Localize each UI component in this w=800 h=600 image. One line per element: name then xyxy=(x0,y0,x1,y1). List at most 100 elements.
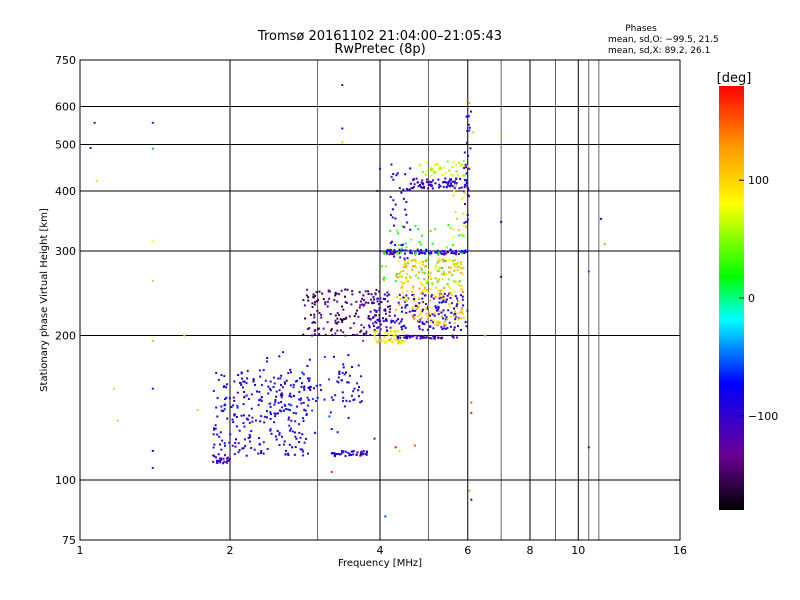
echo-point xyxy=(242,403,245,406)
echo-point xyxy=(384,308,387,311)
echo-point xyxy=(243,391,245,393)
echo-point xyxy=(151,466,154,469)
echo-point xyxy=(337,321,340,324)
echo-point xyxy=(423,272,426,275)
echo-point xyxy=(427,269,430,271)
echo-point xyxy=(455,217,458,220)
echo-point xyxy=(412,318,415,321)
echo-point xyxy=(231,444,234,447)
echo-point xyxy=(362,450,365,453)
echo-point xyxy=(465,325,468,328)
echo-point xyxy=(406,221,409,224)
echo-point xyxy=(266,416,268,419)
echo-point xyxy=(400,287,403,290)
echo-point xyxy=(378,307,381,310)
echo-point xyxy=(421,297,424,300)
echo-point xyxy=(375,310,378,312)
echo-point xyxy=(392,335,395,338)
echo-point xyxy=(587,270,590,273)
echo-point xyxy=(368,317,371,320)
echo-point xyxy=(458,280,461,283)
echo-point xyxy=(311,398,314,400)
echo-point xyxy=(328,290,331,293)
echo-point xyxy=(287,372,290,375)
echo-point xyxy=(433,164,436,167)
echo-point xyxy=(151,339,154,342)
echo-point xyxy=(468,195,471,198)
echo-point xyxy=(377,303,380,306)
echo-point xyxy=(334,332,337,335)
echo-point xyxy=(413,264,416,267)
echo-point xyxy=(423,284,426,287)
echo-point xyxy=(337,453,340,455)
echo-point xyxy=(417,185,420,188)
echo-point xyxy=(424,265,427,268)
echo-point xyxy=(302,401,305,404)
echo-point xyxy=(418,241,421,243)
echo-point xyxy=(288,409,291,411)
echo-point xyxy=(332,452,335,455)
echo-point xyxy=(317,327,319,330)
echo-point xyxy=(225,386,228,389)
echo-point xyxy=(437,253,440,256)
echo-point xyxy=(451,174,454,177)
echo-point xyxy=(468,102,471,105)
echo-point xyxy=(357,389,360,392)
echo-point xyxy=(429,275,432,278)
echo-point xyxy=(396,337,399,340)
echo-point xyxy=(388,250,391,253)
echo-point xyxy=(441,273,444,276)
echo-point xyxy=(373,334,376,336)
echo-point xyxy=(374,320,377,323)
echo-point xyxy=(426,161,429,164)
echo-point xyxy=(446,183,449,186)
echo-point xyxy=(362,304,365,307)
echo-point xyxy=(405,213,408,216)
echo-point xyxy=(292,411,295,414)
echo-point xyxy=(298,441,301,443)
echo-point xyxy=(364,301,367,304)
echo-point xyxy=(452,335,455,337)
echo-point xyxy=(359,454,362,457)
echo-point xyxy=(387,332,390,335)
echo-point xyxy=(261,384,263,387)
echo-point xyxy=(411,335,414,338)
echo-point xyxy=(403,336,406,339)
echo-point xyxy=(224,403,227,406)
echo-point xyxy=(435,306,437,309)
echo-point xyxy=(316,396,319,399)
echo-point xyxy=(420,311,423,314)
echo-point xyxy=(252,380,255,383)
echo-point xyxy=(216,415,219,418)
echo-point xyxy=(342,363,345,366)
echo-point xyxy=(248,440,251,443)
echo-point xyxy=(151,147,154,150)
echo-point xyxy=(456,174,459,177)
echo-point xyxy=(448,306,451,309)
echo-point xyxy=(305,414,308,416)
echo-point xyxy=(384,332,387,334)
echo-point xyxy=(442,295,445,298)
echo-point xyxy=(244,445,247,448)
echo-point xyxy=(405,264,408,267)
echo-point xyxy=(462,160,465,162)
echo-point xyxy=(322,298,325,301)
echo-point xyxy=(448,169,451,172)
echo-point xyxy=(259,398,262,401)
echo-point xyxy=(375,321,378,324)
echo-point xyxy=(315,384,318,387)
echo-point xyxy=(409,251,412,254)
echo-point xyxy=(355,312,357,315)
echo-point xyxy=(216,397,219,400)
echo-point xyxy=(274,415,277,418)
echo-point xyxy=(398,338,401,340)
echo-point xyxy=(432,321,434,324)
echo-point xyxy=(278,433,281,436)
echo-point xyxy=(456,312,459,315)
echo-point xyxy=(330,329,333,332)
echo-point xyxy=(376,318,379,321)
echo-point xyxy=(363,299,365,302)
echo-point xyxy=(232,421,235,424)
echo-point xyxy=(380,339,383,342)
echo-point xyxy=(404,173,407,176)
